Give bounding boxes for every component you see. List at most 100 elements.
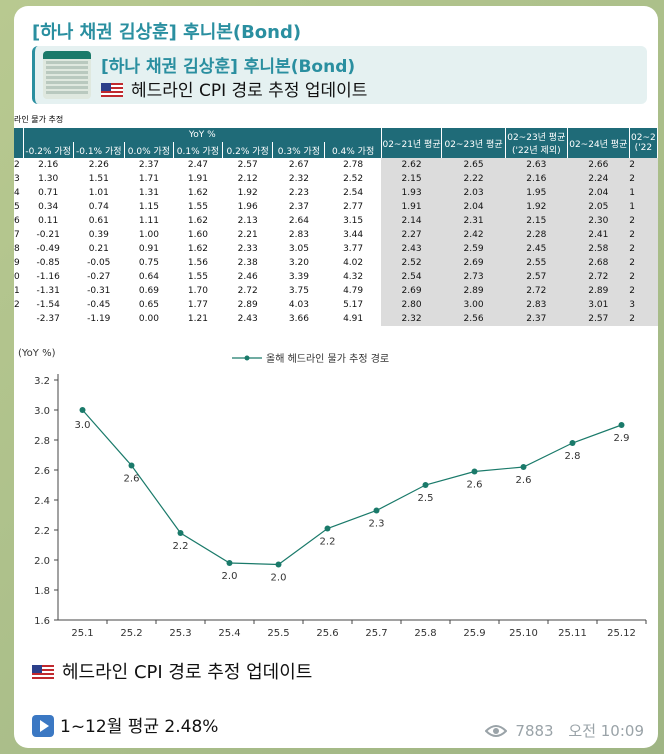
eye-icon [484,725,507,737]
column-header: 0.4% 가정 [324,142,382,158]
x-tick-label: 25.3 [169,628,191,639]
table-cell: 1.00 [138,230,159,240]
table-cell: 2.38 [237,258,258,268]
table-cell: -0.49 [36,244,60,254]
avg-cell: 2.28 [505,228,568,242]
avg-cell: 2.66 [567,158,630,172]
reply-text-label: 헤드라인 CPI 경로 추정 업데이트 [131,81,368,101]
avg-cell: 2.43 [381,242,442,256]
avg-cell: 2.22 [441,172,506,186]
avg-cell: 2.65 [441,158,506,172]
reply-preview[interactable]: [하나 채권 김상훈] 후니본(Bond) 헤드라인 CPI 경로 추정 업데이… [32,46,647,104]
table-cell: 1.91 [187,174,208,184]
table-cell: 2.37 [138,160,159,170]
avg-cell: 2.04 [567,186,630,200]
avg-cell: 2.80 [381,298,442,312]
index-header [14,128,24,158]
table-row: 1 -1.31 -0.31 0.69 1.70 2.72 3.75 4.79 2.69 2.89 2… [14,284,658,298]
table-cell: 3.77 [343,244,364,254]
table-cell: 2.26 [88,160,109,170]
reply-thumbnail [43,51,91,99]
table-cell: 2.83 [288,230,309,240]
data-point [520,464,527,470]
table-cell: 2.13 [237,216,258,226]
table-cell: 1.11 [138,216,159,226]
table-row: 8 -0.49 0.21 0.91 1.62 2.33 3.05 3.77 2.43 2.59 2.… [14,242,658,256]
table-cell: -2.37 [36,314,60,324]
table-cell: 3.05 [288,244,309,254]
attached-image[interactable]: 라인 물가 추정 YoY % 02~21년 평균 02~23년 평균 02~23… [14,114,658,654]
table-cell: 0.75 [138,258,159,268]
y-tick-label: 2.8 [34,436,50,447]
table-cell: -0.85 [36,258,60,268]
avg-cell: 2.69 [441,256,506,270]
avg-cell: 2.72 [567,270,630,284]
table-cell: 1.15 [138,202,159,212]
y-axis-label: (YoY %) [18,348,56,359]
avg-cell: 1 [629,200,658,214]
data-label: 2.6 [124,474,140,485]
legend-marker [244,355,250,361]
table-cell: -0.21 [36,230,60,240]
avg-cell: 2.04 [441,200,506,214]
table-row: 6 0.11 0.61 1.11 1.62 2.13 2.64 3.15 2.14 2.31 2.1… [14,214,658,228]
play-button-icon [32,715,54,737]
avg-cell: 2.68 [567,256,630,270]
table-cell: 1.55 [187,272,208,282]
table-cell: 1.70 [187,286,208,296]
column-header: -0.1% 가정 [73,142,125,158]
data-point [373,507,380,514]
avg-cell: 2.69 [381,284,442,298]
table-cell: 3.39 [288,272,309,282]
avg-header: 02~23년 평균 [441,128,506,158]
avg-cell: 1.92 [505,200,568,214]
message-bubble[interactable]: [하나 채권 김상훈] 후니본(Bond) [하나 채권 김상훈] 후니본(Bo… [14,6,658,748]
table-cell: 1.51 [88,174,109,184]
avg-cell: 2.58 [567,242,630,256]
us-flag-icon [32,665,54,679]
avg-header: 02~2 ('22 [629,128,658,158]
table-cell: 1.30 [38,174,59,184]
table-cell: 4.32 [343,272,364,282]
avg-cell: 2 [629,312,658,326]
avg-cell: 1.95 [505,186,568,200]
table-cell: 0.00 [138,314,159,324]
data-point [226,560,233,566]
table-cell: 2.77 [343,202,364,212]
legend-label: 올해 헤드라인 물가 추정 경로 [266,352,389,365]
table-cell: 3.15 [343,216,364,226]
x-tick-label: 25.11 [558,628,587,639]
x-tick-label: 25.9 [463,628,485,639]
avg-cell: 2 [629,270,658,284]
data-label: 2.2 [173,541,189,552]
avg-header: 02~21년 평균 [381,128,443,158]
view-count: 7883 [515,722,554,740]
avg-cell: 2.05 [567,200,630,214]
table-label: 라인 물가 추정 [14,115,64,124]
table-row: 3 1.30 1.51 1.71 1.91 2.12 2.32 2.52 2.15 2.22 2.1… [14,172,658,186]
table-cell: 0.65 [138,300,159,310]
y-tick-label: 1.8 [34,586,50,597]
us-flag-icon [101,83,123,97]
table-row: 0 -1.16 -0.27 0.64 1.55 2.46 3.39 4.32 2.54 2.73 2… [14,270,658,284]
table-cell: 2.32 [288,174,309,184]
y-tick-label: 1.6 [34,616,50,627]
table-cell: -1.19 [87,314,111,324]
table-cell: 1.31 [138,188,159,198]
avg-cell: 2 [629,284,658,298]
x-tick-label: 25.12 [607,628,636,639]
row-index: 9 [14,258,20,268]
summary-text: 1~12월 평균 2.48% [60,717,219,737]
data-point [128,462,135,469]
data-label: 2.8 [565,451,581,462]
chart-svg: (YoY %) 올해 헤드라인 물가 추정 경로 1.6 1.8 2.0 2.2 2.4 2.… [18,348,647,639]
avg-cell: 1 [629,186,658,200]
table-cell: 4.91 [343,314,364,324]
avg-cell: 2.57 [505,270,568,284]
channel-title[interactable]: [하나 채권 김상훈] 후니본(Bond) [32,22,302,43]
avg-cell: 2 [629,256,658,270]
table-cell: 1.62 [187,188,208,198]
table-cell: 0.69 [138,286,159,296]
row-index: 3 [14,174,20,184]
avg-cell: 2.45 [505,242,568,256]
